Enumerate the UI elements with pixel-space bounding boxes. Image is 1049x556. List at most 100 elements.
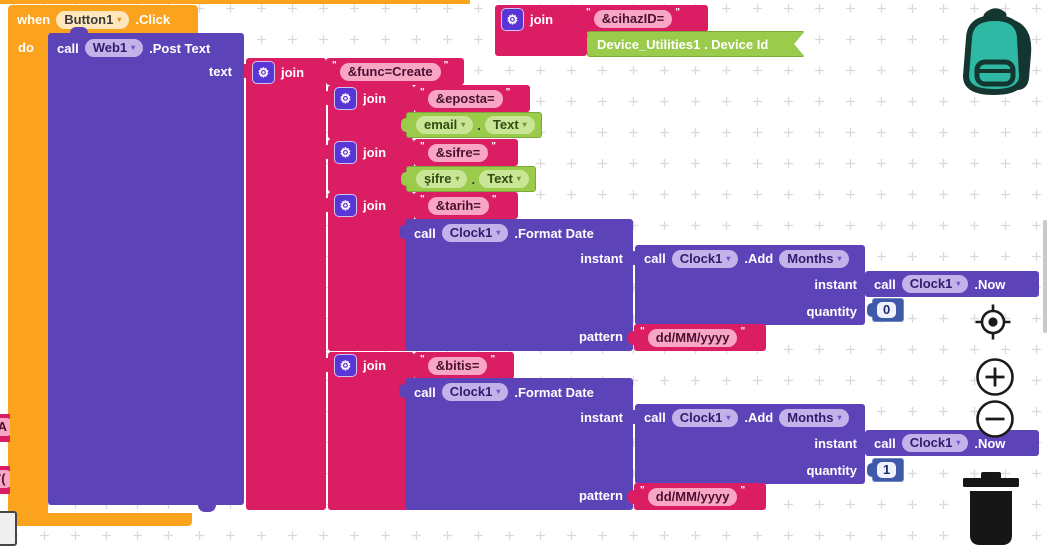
getter-block-sifre-text[interactable]: şifre ▾ . Text ▾: [406, 166, 536, 192]
clock-format-date-block-1[interactable]: call Clock1 ▾ .Format Date instant patte…: [399, 219, 633, 351]
offscreen-string-fragment-top[interactable]: /A: [0, 414, 10, 442]
when-event-header[interactable]: when Button1 ▾ .Click: [8, 5, 198, 34]
backpack-icon[interactable]: [953, 6, 1037, 102]
close-quote: ": [740, 485, 746, 496]
string-block-bitis[interactable]: " &bitis= ": [414, 352, 514, 379]
dropdown-caret-icon: ▾: [461, 120, 466, 129]
offscreen-collapsed-block[interactable]: [0, 511, 17, 546]
component-dropdown-clock1[interactable]: Clock1 ▾: [901, 275, 969, 293]
when-label: when: [17, 12, 51, 27]
close-quote: ": [740, 326, 746, 337]
string-block-pattern-2[interactable]: " dd/MM/yyyy ": [634, 483, 766, 510]
string-block-pattern-1[interactable]: " dd/MM/yyyy ": [634, 324, 766, 351]
vertical-scrollbar[interactable]: [1043, 220, 1047, 333]
dropdown-caret-icon: ▾: [837, 253, 842, 263]
join-block-cihazid[interactable]: ⚙ join: [495, 5, 587, 56]
join-block-tarih[interactable]: ⚙ join: [322, 192, 414, 351]
string-block-eposta[interactable]: " &eposta= ": [414, 85, 530, 112]
string-block-tarih[interactable]: " &tarih= ": [414, 192, 518, 219]
trash-icon[interactable]: [960, 470, 1022, 548]
component-dropdown-clock1[interactable]: Clock1 ▾: [441, 383, 509, 401]
string-block-sifre[interactable]: " &sifre= ": [414, 139, 518, 166]
call-label: call: [414, 225, 436, 241]
clock-now-block-2[interactable]: call Clock1 ▾ .Now: [865, 430, 1039, 456]
dropdown-value: Clock1: [909, 276, 953, 291]
gear-glyph: ⚙: [257, 64, 270, 80]
string-field[interactable]: &sifre=: [427, 143, 489, 162]
component-dropdown-web1[interactable]: Web1 ▾: [84, 39, 144, 57]
dropdown-caret-icon: ▾: [496, 387, 501, 396]
close-quote: ": [490, 354, 496, 365]
join-label: join: [530, 12, 554, 27]
component-dropdown-button1[interactable]: Button1 ▾: [56, 10, 130, 29]
dropdown-value: Months: [787, 409, 834, 425]
offscreen-string-fragment-bottom[interactable]: 7(: [0, 466, 10, 494]
string-field[interactable]: dd/MM/yyyy: [647, 487, 738, 506]
center-target-icon[interactable]: [973, 302, 1013, 342]
open-quote: ": [420, 141, 425, 152]
clock-add-months-block-2[interactable]: call Clock1 ▾ .Add Months ▾ instant quan…: [629, 404, 865, 484]
mutator-gear-icon[interactable]: ⚙: [334, 194, 357, 217]
zoom-out-button[interactable]: [975, 399, 1015, 439]
unit-dropdown-months[interactable]: Months ▾: [779, 408, 850, 427]
open-quote: ": [420, 354, 425, 365]
component-dropdown-clock1[interactable]: Clock1 ▾: [441, 224, 509, 242]
string-block-func[interactable]: " &func=Create ": [326, 58, 464, 85]
join-block-sifre[interactable]: ⚙ join: [322, 139, 414, 192]
when-event-bottom-bar[interactable]: [8, 513, 192, 526]
device-id-block[interactable]: Device_Utilities1 . Device Id: [587, 31, 805, 57]
number-field[interactable]: 1: [877, 462, 897, 478]
string-field[interactable]: &tarih=: [427, 196, 489, 215]
dropdown-caret-icon: ▾: [956, 279, 961, 288]
dropdown-value: Clock1: [449, 225, 493, 240]
string-field[interactable]: &bitis=: [427, 356, 488, 375]
clock-add-months-block-1[interactable]: call Clock1 ▾ .Add Months ▾ instant quan…: [629, 245, 865, 325]
getter-block-email-text[interactable]: email ▾ . Text ▾: [406, 112, 542, 138]
property-dropdown-text[interactable]: Text ▾: [479, 170, 529, 188]
offscreen-block-edge-top[interactable]: [0, 0, 470, 4]
component-dropdown-email[interactable]: email ▾: [416, 116, 474, 134]
string-field[interactable]: dd/MM/yyyy: [647, 328, 738, 347]
string-field[interactable]: &cihazID=: [593, 9, 673, 28]
number-field[interactable]: 0: [877, 302, 897, 318]
string-field[interactable]: &func=Create: [339, 62, 441, 81]
call-label: call: [414, 384, 436, 400]
number-block-zero[interactable]: 0: [872, 298, 904, 322]
mutator-gear-icon[interactable]: ⚙: [334, 141, 357, 164]
component-dropdown-clock1[interactable]: Clock1 ▾: [671, 408, 739, 427]
property-dropdown-text[interactable]: Text ▾: [484, 116, 535, 134]
string-field: /A: [0, 418, 10, 436]
dropdown-caret-icon: ▾: [726, 412, 731, 422]
when-event-left-column[interactable]: do: [8, 33, 48, 513]
close-quote: ": [443, 60, 449, 71]
string-block-cihazid[interactable]: " &cihazID= ": [580, 5, 708, 32]
clock-format-date-block-2[interactable]: call Clock1 ▾ .Format Date instant patte…: [399, 378, 633, 510]
web-post-text-block[interactable]: call Web1 ▾ .Post Text text: [48, 27, 244, 512]
close-quote: ": [505, 87, 511, 98]
join-block-bitis[interactable]: ⚙ join: [322, 352, 414, 510]
dropdown-value: Months: [787, 250, 834, 266]
method-name-label: .Add: [744, 251, 774, 266]
join-block-outer[interactable]: ⚙ join: [240, 58, 326, 510]
zoom-in-button[interactable]: [975, 357, 1015, 397]
text-param-label: text: [208, 64, 232, 79]
component-dropdown-clock1[interactable]: Clock1 ▾: [671, 249, 739, 268]
method-name-label: .Format Date: [514, 225, 594, 241]
component-dropdown-clock1[interactable]: Clock1 ▾: [901, 434, 969, 452]
component-dropdown-sifre[interactable]: şifre ▾: [416, 170, 468, 188]
dropdown-caret-icon: ▾: [522, 120, 527, 129]
dropdown-value: Web1: [92, 40, 128, 55]
mutator-gear-icon[interactable]: ⚙: [252, 61, 275, 84]
gear-glyph: ⚙: [339, 144, 352, 160]
clock-now-block-1[interactable]: call Clock1 ▾ .Now: [865, 271, 1039, 297]
number-block-one[interactable]: 1: [872, 458, 904, 482]
quantity-param-label: quantity: [806, 304, 857, 319]
string-field[interactable]: &eposta=: [427, 89, 503, 108]
unit-dropdown-months[interactable]: Months ▾: [779, 249, 850, 268]
dropdown-caret-icon: ▾: [455, 174, 460, 183]
mutator-gear-icon[interactable]: ⚙: [334, 87, 357, 110]
join-block-eposta[interactable]: ⚙ join: [322, 85, 414, 139]
mutator-gear-icon[interactable]: ⚙: [501, 8, 524, 31]
mutator-gear-icon[interactable]: ⚙: [334, 354, 357, 377]
